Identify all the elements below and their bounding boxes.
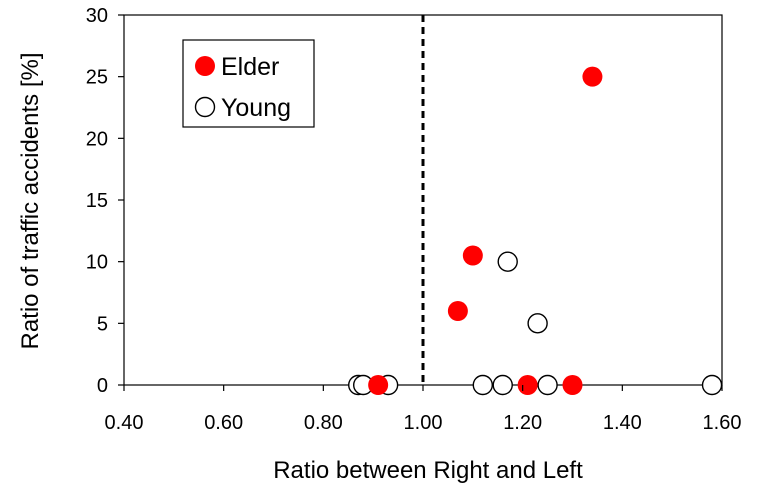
y-tick-label: 10 [86,252,108,274]
x-tick-label: 0.80 [304,412,343,434]
point-young [527,313,548,334]
y-tick-label: 25 [86,67,108,89]
point-elder [462,245,483,266]
axis-ticks-layer: 0.40 0.60 0.80 1.00 1.20 1.40 1.60 0 5 10 15 20 25 30 [86,5,742,434]
point-elder [447,301,468,321]
point-elder [368,375,389,395]
point-young [492,374,513,396]
y-tick-label: 20 [86,128,108,150]
x-tick-label: 1.40 [603,412,642,434]
point-young [497,251,518,272]
point-young [472,374,493,396]
point-elder [582,66,603,87]
y-axis-title: Ratio of traffic accidents [%] [17,52,44,349]
x-tick-label: 0.40 [105,412,144,434]
legend: Elder Young [182,39,315,128]
legend-label-elder: Elder [221,53,279,81]
legend-marker-young [194,96,216,118]
y-tick-label: 5 [97,313,108,335]
x-tick-label: 0.60 [204,412,243,434]
x-axis-title: Ratio between Right and Left [273,457,583,484]
y-tick-label: 0 [97,375,108,397]
x-tick-label: 1.20 [503,412,542,434]
legend-label-young: Young [221,94,291,122]
point-young [537,374,558,396]
point-elder [562,375,583,395]
x-tick-label: 1.60 [703,412,742,434]
data-points-layer [348,66,723,396]
legend-marker-elder [195,56,215,76]
x-tick-label: 1.00 [404,412,443,434]
y-tick-label: 30 [86,5,108,27]
point-young [701,374,723,396]
point-elder [517,375,538,395]
y-tick-label: 15 [86,190,108,212]
